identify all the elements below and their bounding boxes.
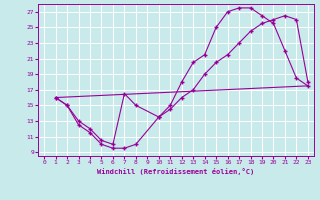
X-axis label: Windchill (Refroidissement éolien,°C): Windchill (Refroidissement éolien,°C): [97, 168, 255, 175]
